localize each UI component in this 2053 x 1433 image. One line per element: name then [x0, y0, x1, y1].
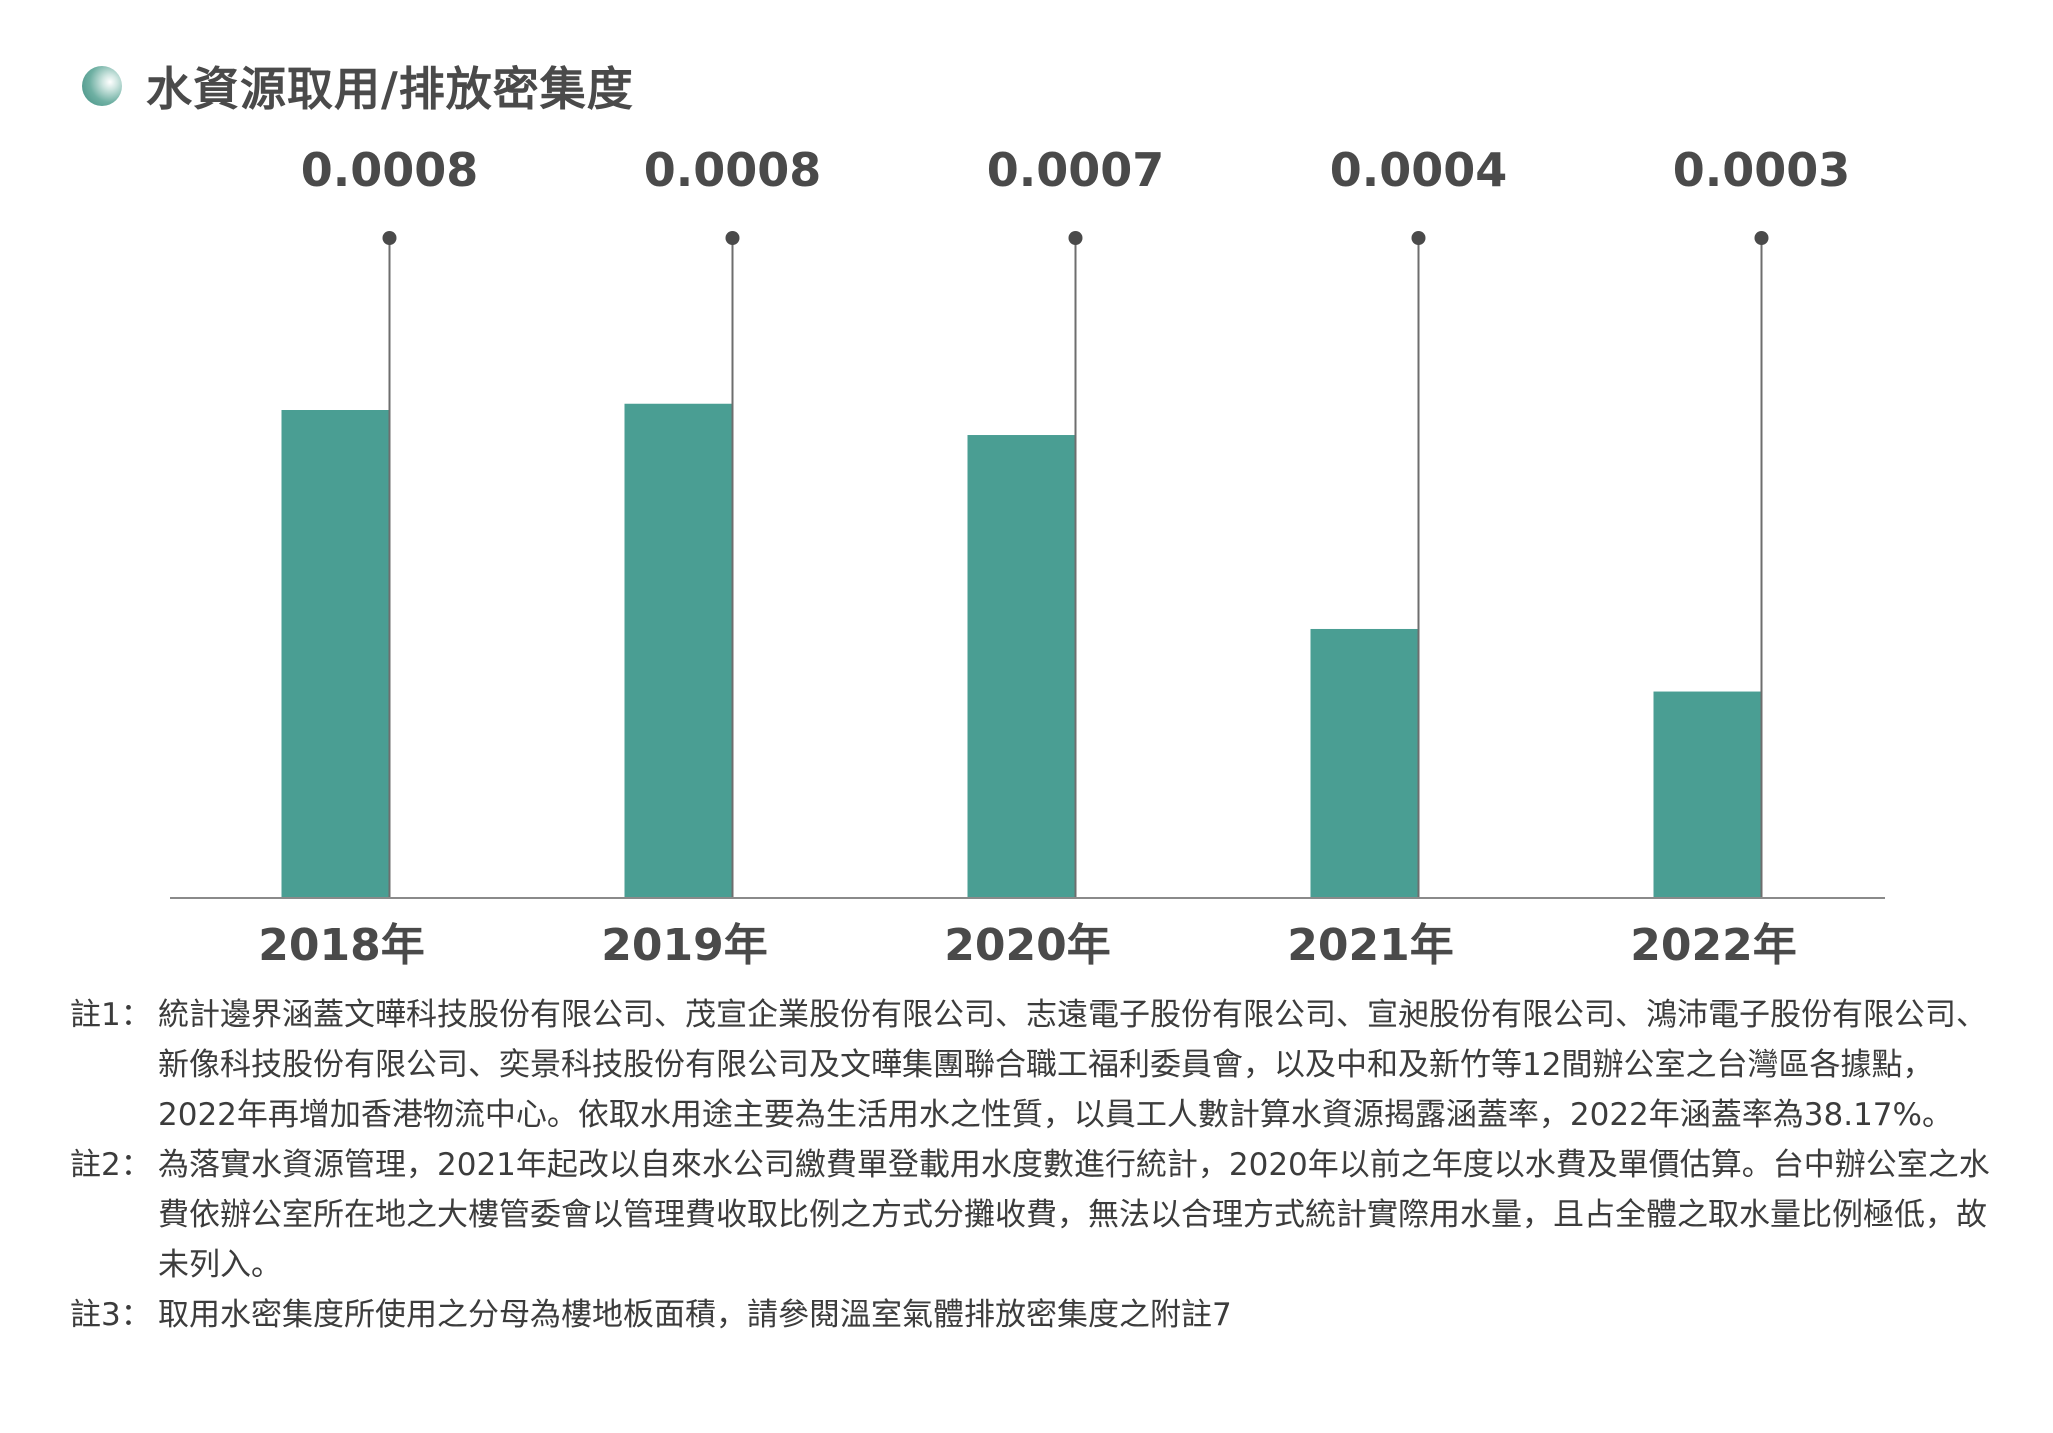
footnote-label: 註1： — [70, 997, 152, 1033]
footnote-text: 為落實水資源管理，2021年起改以自來水公司繳費單登載用水度數進行統計，2020… — [158, 1147, 1990, 1283]
data-label-3: 0.0007 — [987, 143, 1165, 197]
chart-header: 水資源取用/排放密集度 — [82, 56, 634, 116]
data-label-1: 0.0008 — [301, 143, 479, 197]
footnote-1: 註1： 統計邊界涵蓋文曄科技股份有限公司、茂宣企業股份有限公司、志遠電子股份有限… — [70, 990, 2000, 1140]
footnote-2: 註2： 為落實水資源管理，2021年起改以自來水公司繳費單登載用水度數進行統計，… — [70, 1140, 2000, 1290]
leader-dot-4 — [1411, 231, 1426, 245]
data-label-5: 0.0003 — [1673, 143, 1851, 197]
data-label-4: 0.0004 — [1330, 143, 1508, 197]
leader-dot-3 — [1068, 231, 1083, 245]
x-tick-label-5: 2022年 — [1630, 920, 1796, 971]
x-tick-label-2: 2019年 — [601, 920, 767, 971]
leader-dot-2 — [725, 231, 740, 245]
footnote-text: 統計邊界涵蓋文曄科技股份有限公司、茂宣企業股份有限公司、志遠電子股份有限公司、宣… — [158, 997, 1987, 1133]
footnote-3: 註3： 取用水密集度所使用之分母為樓地板面積，請參閱溫室氣體排放密集度之附註7 — [70, 1290, 2000, 1340]
leader-dot-1 — [382, 231, 397, 245]
chart-title: 水資源取用/排放密集度 — [146, 62, 634, 116]
footnotes: 註1： 統計邊界涵蓋文曄科技股份有限公司、茂宣企業股份有限公司、志遠電子股份有限… — [70, 990, 2000, 1340]
bar-chart: 0.0008 2018年 0.0008 2019年 0.0007 2020年 0.0004 2… — [170, 143, 1885, 971]
x-tick-label-4: 2021年 — [1287, 920, 1453, 971]
bullet-circle-icon — [82, 66, 122, 106]
bar-4 — [1310, 628, 1419, 898]
x-tick-label-1: 2018年 — [258, 920, 424, 971]
footnote-label: 註2： — [70, 1147, 152, 1183]
bar-3 — [967, 435, 1076, 898]
footnote-label: 註3： — [70, 1297, 152, 1333]
leader-dot-5 — [1754, 231, 1769, 245]
bar-2 — [624, 403, 733, 898]
footnote-text: 取用水密集度所使用之分母為樓地板面積，請參閱溫室氣體排放密集度之附註7 — [158, 1297, 1232, 1333]
bar-5 — [1653, 691, 1762, 898]
x-tick-label-3: 2020年 — [944, 920, 1110, 971]
bar-1 — [281, 410, 390, 898]
data-label-2: 0.0008 — [644, 143, 822, 197]
